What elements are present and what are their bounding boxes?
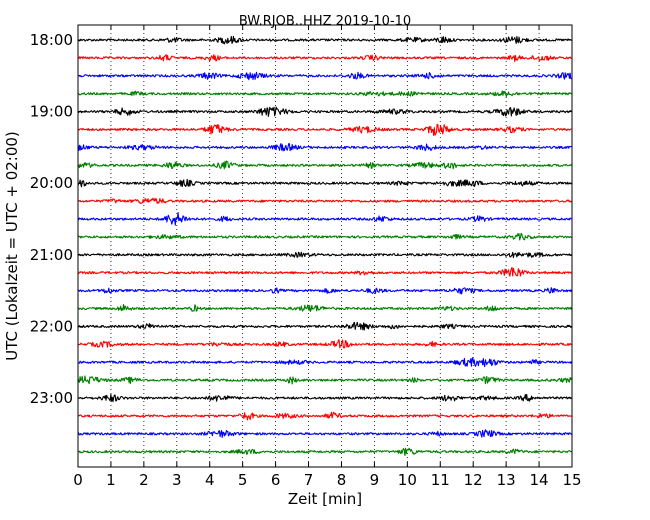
x-tick-label: 9 [370, 471, 380, 489]
y-tick-label: 18:00 [30, 31, 73, 49]
trace-1945 [77, 160, 572, 170]
x-tick-label: 1 [106, 471, 116, 489]
x-tick-label: 5 [238, 471, 248, 489]
grid-lines [110, 25, 540, 467]
trace-2300 [77, 393, 572, 403]
trace-2215 [77, 339, 572, 349]
x-tick-label: 13 [497, 471, 516, 489]
trace-2130 [77, 287, 573, 295]
trace-2100 [77, 251, 572, 259]
x-tick-label: 3 [172, 471, 182, 489]
x-tick-label: 7 [304, 471, 314, 489]
y-tick-label: 21:00 [30, 246, 73, 264]
x-tick-label: 4 [205, 471, 215, 489]
trace-1900 [77, 106, 572, 117]
trace-2015 [77, 197, 572, 205]
x-tick-label: 10 [398, 471, 417, 489]
trace-2330 [77, 429, 572, 438]
trace-1915 [77, 123, 572, 136]
x-tick-label: 12 [464, 471, 483, 489]
trace-1815 [77, 54, 572, 63]
trace-2030 [77, 212, 572, 226]
trace-2200 [77, 321, 572, 331]
y-tick-label: 23:00 [30, 389, 73, 407]
trace-1800 [77, 35, 572, 45]
trace-2115 [77, 266, 572, 277]
trace-2245 [77, 375, 573, 385]
x-axis-label: Zeit [min] [288, 490, 362, 508]
trace-group [77, 35, 573, 457]
trace-2315 [77, 411, 572, 421]
trace-1845 [77, 90, 572, 98]
y-axis-label: UTC (Lokalzeit = UTC + 02:00) [3, 131, 21, 361]
trace-1930 [77, 143, 572, 152]
trace-2230 [77, 357, 573, 368]
x-tick-label: 14 [530, 471, 549, 489]
plot-frame [77, 24, 573, 468]
x-tick-label: 6 [271, 471, 281, 489]
x-tick-label: 15 [562, 471, 581, 489]
trace-2345 [77, 447, 572, 457]
x-tick-label: 11 [431, 471, 450, 489]
x-tick-label: 8 [337, 471, 347, 489]
chart-title: BW.RJOB..HHZ 2019-10-10 [239, 14, 411, 29]
trace-2045 [77, 232, 572, 241]
trace-2000 [77, 178, 572, 188]
y-tick-label: 22:00 [30, 317, 73, 335]
trace-1830 [77, 71, 572, 81]
y-axis: 18:00 19:00 20:00 21:00 22:00 23:00 [30, 31, 572, 407]
y-tick-label: 20:00 [30, 174, 73, 192]
y-tick-label: 19:00 [30, 103, 73, 121]
x-tick-label: 2 [139, 471, 149, 489]
x-tick-label: 0 [73, 471, 83, 489]
trace-2145 [77, 303, 573, 312]
x-axis: 0 1 2 3 4 5 6 7 8 9 10 11 12 13 14 15 [73, 25, 582, 489]
